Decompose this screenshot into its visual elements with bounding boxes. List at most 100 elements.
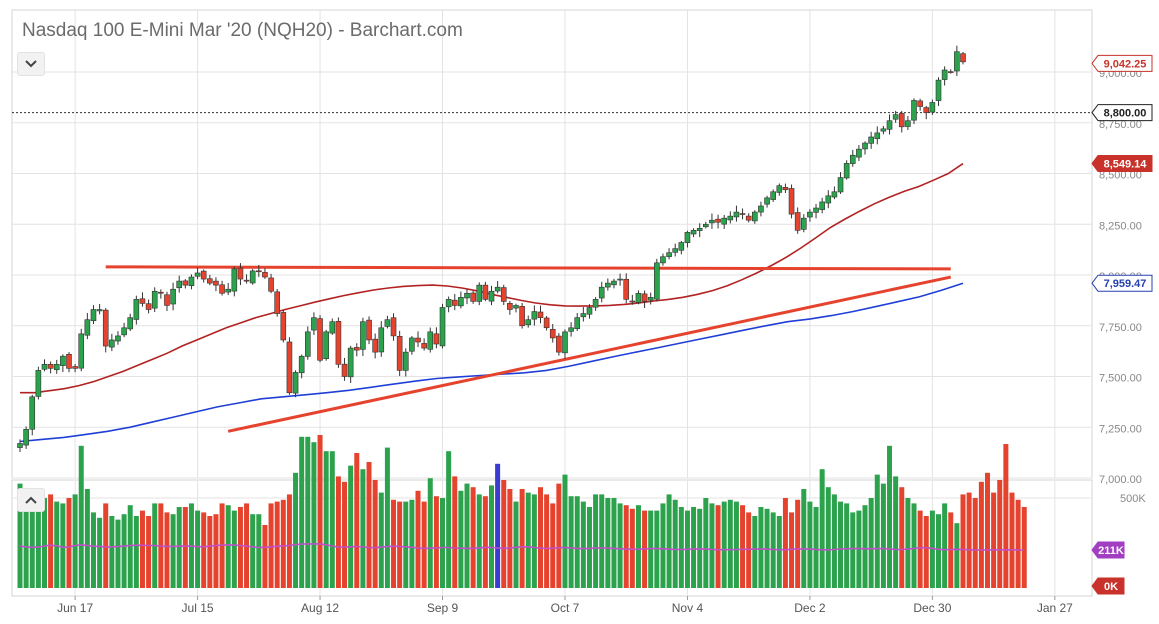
candle-body	[200, 270, 207, 280]
volume-bar	[862, 505, 868, 588]
volume-panel-collapse-button[interactable]	[17, 488, 45, 512]
candle-body	[898, 113, 905, 128]
volume-bar	[90, 512, 96, 588]
candle-body	[537, 311, 544, 318]
candle-body	[249, 270, 256, 284]
candle-body	[727, 215, 734, 221]
volume-bar	[887, 445, 893, 588]
candle-body	[458, 297, 464, 307]
volume-bar	[525, 492, 531, 588]
volume-bar	[366, 462, 372, 588]
candle-body	[770, 191, 776, 200]
volume-bar	[531, 494, 537, 588]
candle-body	[807, 211, 813, 218]
candle-body	[788, 188, 795, 215]
volume-average-line	[19, 543, 1025, 551]
candle-body	[709, 219, 715, 224]
volume-bar	[195, 510, 201, 588]
volume-bar	[335, 476, 341, 588]
candle-body	[231, 268, 238, 292]
candle-body	[323, 331, 329, 360]
candle-body	[139, 298, 146, 304]
candle-body	[947, 71, 954, 73]
volume-bar	[262, 525, 268, 588]
candle-body	[286, 341, 293, 394]
volume-bar	[342, 481, 348, 588]
volume-bar	[286, 494, 292, 588]
candle-body	[451, 299, 458, 306]
volume-bar	[556, 483, 562, 588]
volume-bar	[709, 503, 715, 588]
candle-body	[605, 282, 611, 288]
candle-body	[470, 292, 476, 302]
candle-body	[360, 321, 366, 350]
candle-body	[843, 163, 850, 179]
volume-bar	[78, 445, 84, 588]
volume-bar	[991, 492, 997, 588]
volume-bar	[280, 499, 286, 588]
candle-body	[611, 280, 617, 286]
candle-body	[280, 312, 287, 341]
candle-body	[758, 205, 764, 213]
volume-bar	[274, 501, 280, 588]
volume-bar	[268, 503, 274, 588]
moving-average-200-label-box	[1091, 274, 1153, 292]
volume-bar	[237, 507, 243, 588]
candle-body	[298, 355, 305, 374]
candle-body	[17, 443, 23, 448]
candle-body	[862, 142, 868, 150]
volume-bar	[121, 514, 127, 588]
candle-body	[739, 213, 746, 215]
volume-bar	[54, 501, 60, 588]
volume-bar	[17, 483, 23, 588]
volume-bar	[139, 510, 145, 588]
candle-body	[378, 327, 385, 353]
volume-bar	[348, 465, 354, 588]
chevron-up-icon	[25, 496, 37, 504]
volume-bar	[1015, 499, 1021, 588]
candle-body	[494, 286, 501, 292]
candle-body	[549, 328, 556, 339]
volume-bar	[519, 489, 525, 588]
volume-bar	[782, 498, 788, 588]
candle-body	[531, 311, 538, 320]
volume-bar	[176, 507, 182, 588]
candle-body	[745, 215, 752, 221]
candle-body	[488, 290, 495, 302]
candle-body	[794, 212, 801, 231]
candle-body	[586, 307, 593, 315]
candle-body	[849, 154, 856, 164]
price-y-tick-label: 8,750.00	[1099, 119, 1142, 131]
x-tick-label: Dec 30	[913, 601, 951, 615]
candle-body	[151, 290, 158, 309]
volume-bar	[84, 489, 90, 588]
volume-bar	[838, 501, 844, 588]
candle-body	[421, 343, 427, 349]
candle-body	[390, 317, 397, 337]
candle-body	[274, 291, 280, 314]
last-price-label-box	[1091, 54, 1153, 72]
candle-body	[764, 197, 770, 205]
volume-bar	[403, 501, 409, 588]
x-tick-label: Oct 7	[551, 601, 580, 615]
volume-bar	[997, 480, 1003, 588]
price-panel-collapse-button[interactable]	[17, 52, 45, 76]
candle-body	[672, 248, 679, 253]
moving-average-50-label-box	[1091, 155, 1153, 173]
volume-bar	[593, 494, 599, 588]
candle-body	[341, 363, 348, 377]
candle-body	[562, 331, 568, 354]
candle-body	[188, 276, 195, 287]
volume-bar	[966, 492, 972, 588]
volume-bar	[721, 501, 727, 588]
candle-body	[182, 280, 189, 286]
volume-bar	[225, 505, 231, 588]
candle-body	[911, 100, 917, 121]
volume-bar	[397, 501, 403, 588]
candle-body	[929, 102, 936, 113]
volume-bar	[746, 512, 752, 588]
volume-bar	[311, 442, 317, 588]
volume-bar	[97, 517, 103, 588]
volume-bar	[678, 507, 684, 588]
